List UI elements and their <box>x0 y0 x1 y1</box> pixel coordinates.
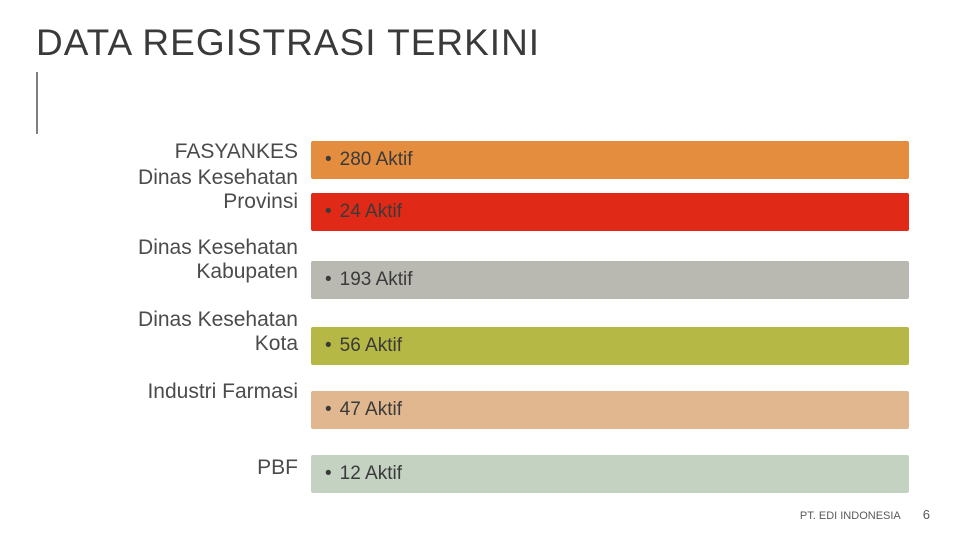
label-column: FASYANKES Dinas Kesehatan Provinsi Dinas… <box>100 140 298 460</box>
slide: DATA REGISTRASI TERKINI FASYANKES Dinas … <box>0 0 960 540</box>
bar-pbf: • 12 Aktif <box>310 454 910 494</box>
bullet-icon: • <box>325 269 332 291</box>
bar-value: 56 Aktif <box>340 335 402 357</box>
bar-value: 24 Aktif <box>340 201 402 223</box>
bar-value: 193 Aktif <box>340 269 413 291</box>
bullet-icon: • <box>325 335 332 357</box>
bar-dinkes-kota: • 56 Aktif <box>310 326 910 366</box>
bullet-icon: • <box>325 201 332 223</box>
label-pbf: PBF <box>100 456 298 480</box>
bullet-icon: • <box>325 463 332 485</box>
label-dinkes-provinsi: Dinas Kesehatan Provinsi <box>100 166 298 213</box>
label-fasyankes: FASYANKES <box>100 140 298 164</box>
bullet-icon: • <box>325 399 332 421</box>
page-title: DATA REGISTRASI TERKINI <box>36 22 540 64</box>
bar-dinkes-kabupaten: • 193 Aktif <box>310 260 910 300</box>
bar-value: 47 Aktif <box>340 399 402 421</box>
footer-company: PT. EDI INDONESIA <box>800 510 901 522</box>
bullet-icon: • <box>325 149 332 171</box>
label-dinkes-kota: Dinas Kesehatan Kota <box>100 308 298 355</box>
bar-dinkes-provinsi: • 24 Aktif <box>310 192 910 232</box>
footer: PT. EDI INDONESIA 6 <box>800 507 930 522</box>
accent-line <box>36 72 38 134</box>
bar-value: 280 Aktif <box>340 149 413 171</box>
bar-value: 12 Aktif <box>340 463 402 485</box>
bar-fasyankes: • 280 Aktif <box>310 140 910 180</box>
page-number: 6 <box>923 507 930 522</box>
label-dinkes-kabupaten: Dinas Kesehatan Kabupaten <box>100 236 298 283</box>
label-industri-farmasi: Industri Farmasi <box>100 380 298 404</box>
bar-industri-farmasi: • 47 Aktif <box>310 390 910 430</box>
